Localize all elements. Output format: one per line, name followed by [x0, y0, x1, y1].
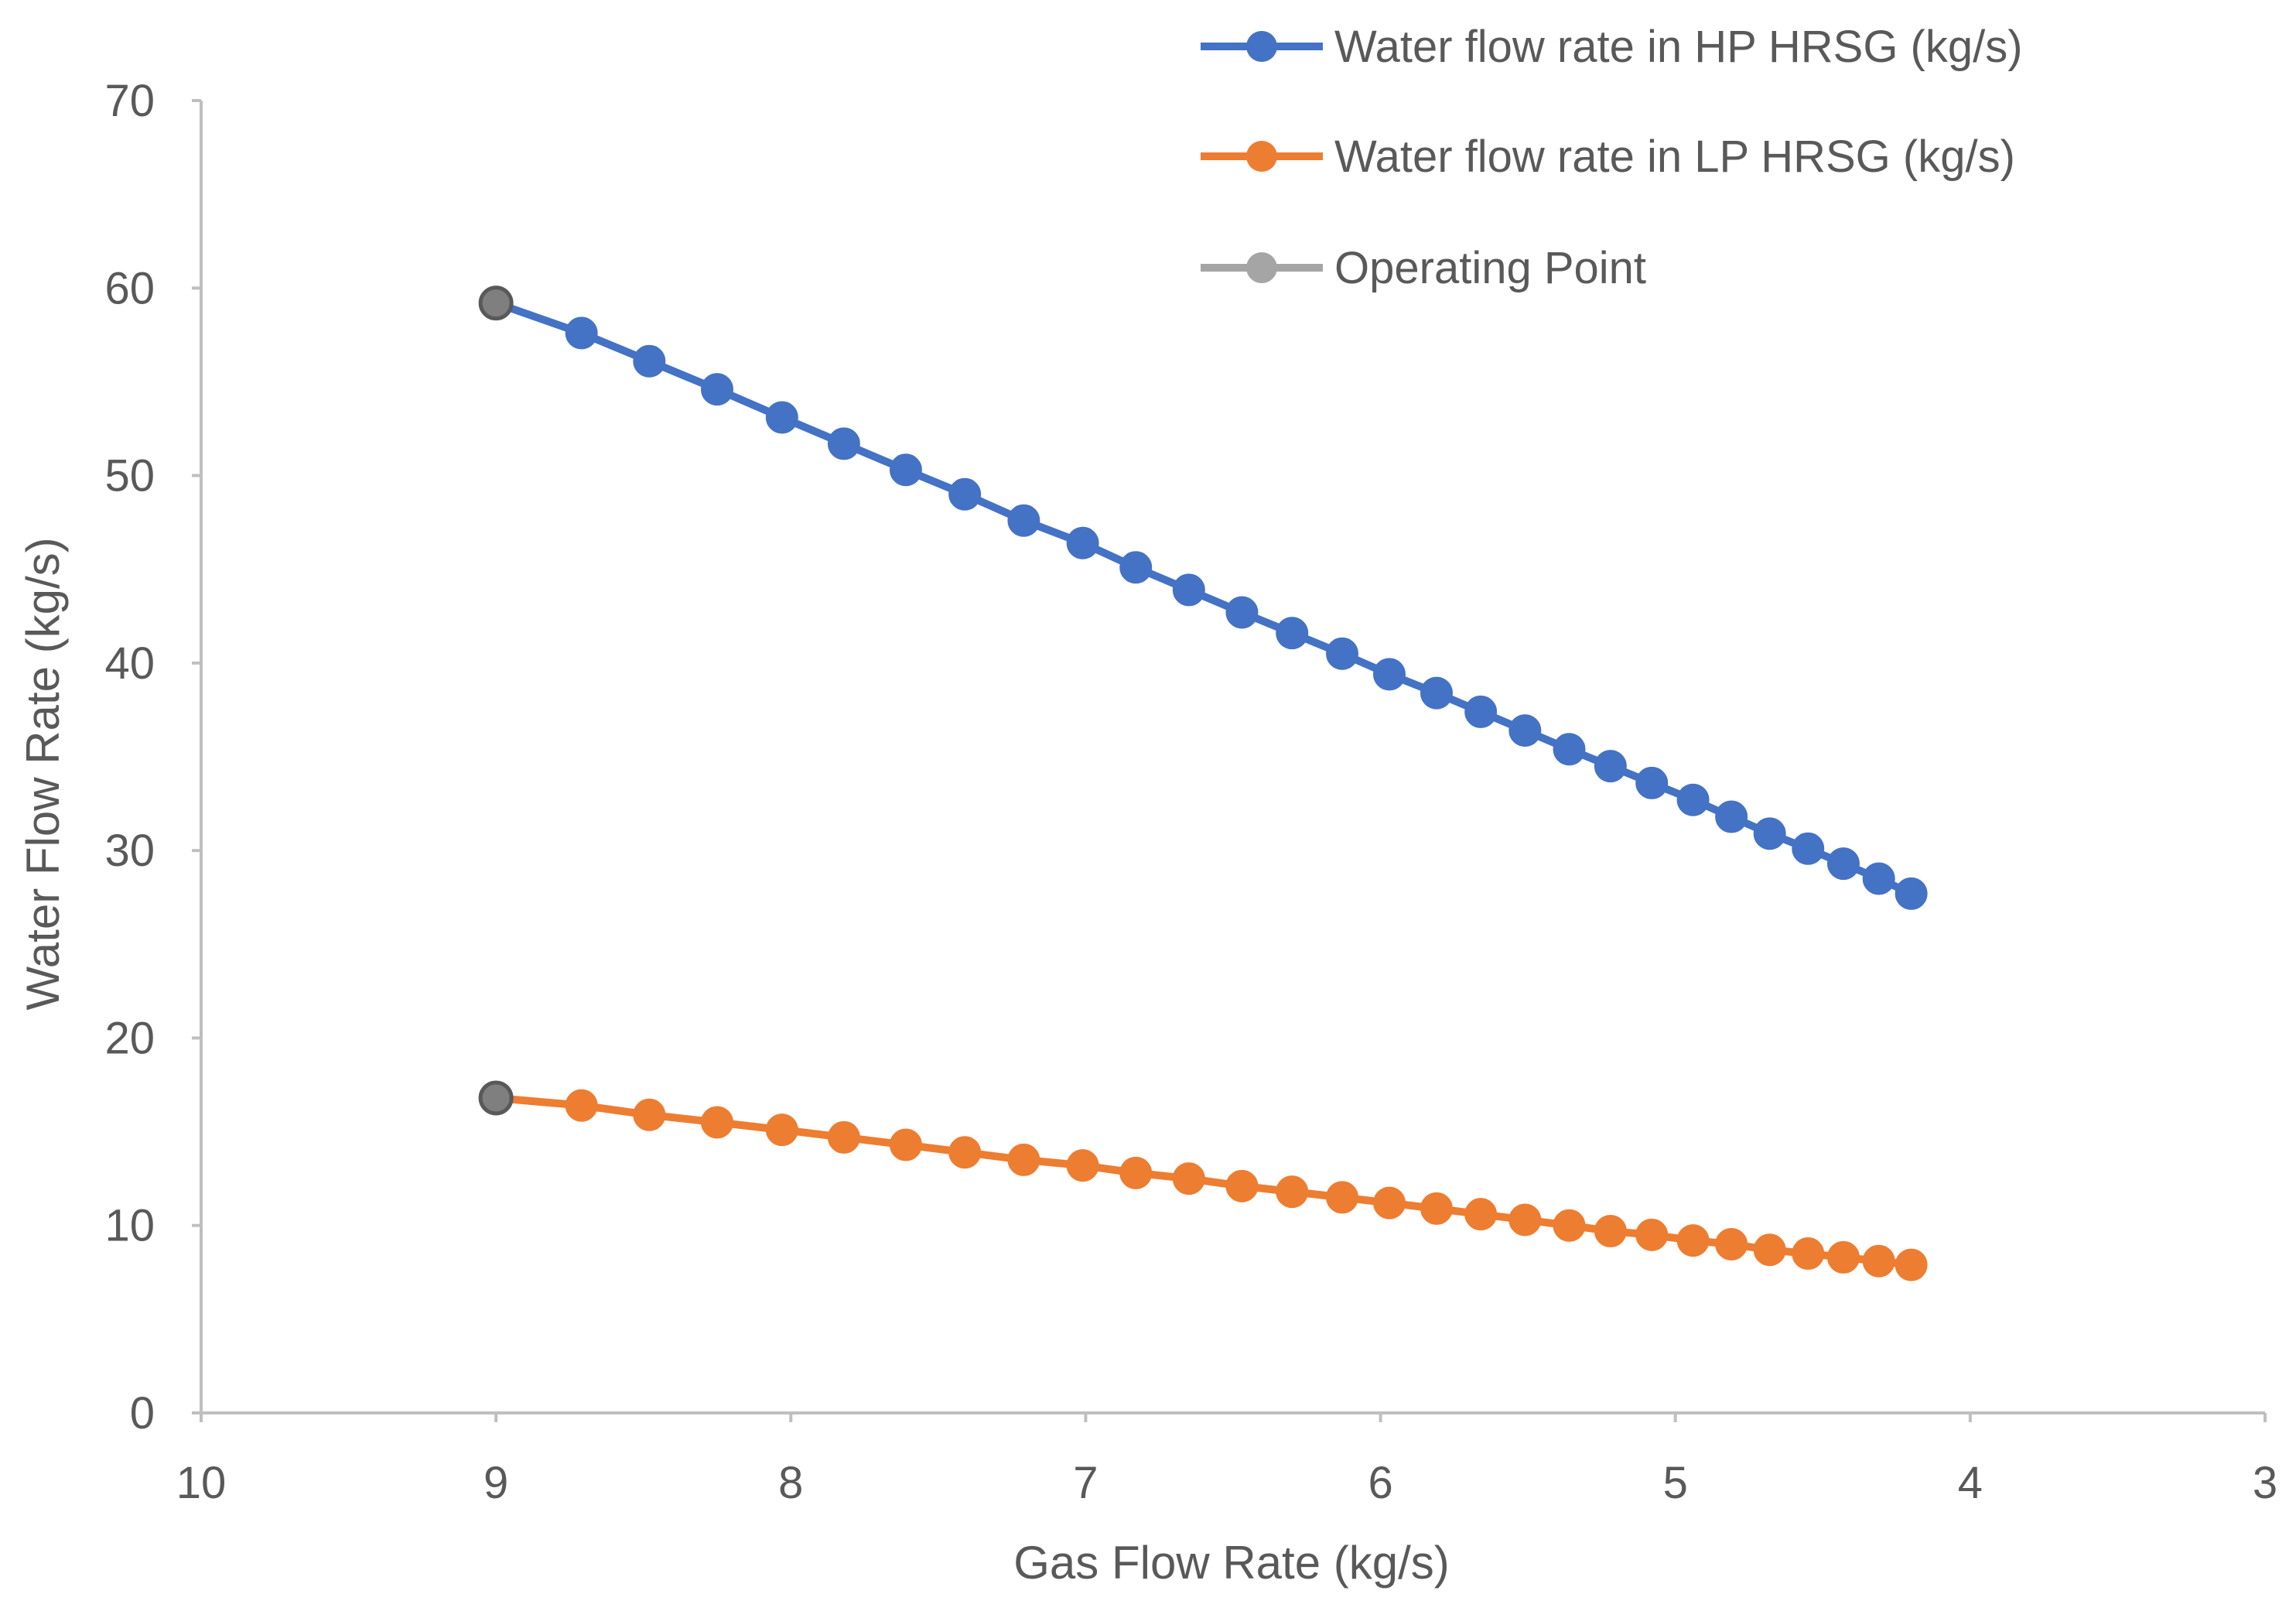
- y-tick-label: 0: [130, 1388, 155, 1438]
- data-point: [889, 1128, 922, 1161]
- legend-label: Water flow rate in HP HRSG (kg/s): [1334, 22, 2023, 72]
- x-tick-label: 8: [778, 1458, 803, 1508]
- legend-label: Water flow rate in LP HRSG (kg/s): [1334, 132, 2015, 182]
- data-point: [565, 1089, 598, 1122]
- data-point: [1895, 1248, 1928, 1281]
- series-layer: [478, 286, 1928, 1281]
- data-point: [1007, 504, 1040, 537]
- x-tick-label: 3: [2253, 1458, 2277, 1508]
- legend-marker: [1246, 141, 1277, 172]
- data-point: [1508, 714, 1542, 747]
- data-point: [1715, 1227, 1748, 1261]
- data-point: [701, 1106, 733, 1139]
- series-1: [480, 286, 1928, 910]
- x-tick-label: 10: [176, 1458, 227, 1508]
- data-point: [1792, 832, 1825, 865]
- data-point: [1553, 733, 1586, 766]
- data-point: [1373, 1186, 1406, 1219]
- legend-label: Operating Point: [1334, 243, 1646, 293]
- data-point: [1172, 573, 1205, 607]
- data-point: [1276, 617, 1309, 650]
- legend-marker: [1246, 252, 1277, 283]
- x-axis-label: Gas Flow Rate (kg/s): [1013, 1537, 1449, 1589]
- legend-item-3: Operating Point: [1201, 243, 1646, 293]
- y-tick-label: 70: [104, 76, 155, 126]
- data-point: [1715, 800, 1748, 833]
- data-point: [1895, 877, 1928, 910]
- data-point: [1225, 596, 1259, 629]
- data-point: [701, 373, 733, 406]
- data-point: [1464, 1198, 1498, 1231]
- data-point: [1676, 1224, 1710, 1257]
- data-point: [633, 344, 666, 378]
- y-tick-label: 50: [104, 451, 155, 501]
- series-3: [478, 286, 514, 1116]
- data-point: [1225, 1169, 1259, 1202]
- data-point: [1373, 658, 1406, 691]
- data-point: [1635, 766, 1669, 799]
- x-tick-label: 4: [1958, 1458, 1983, 1508]
- data-point: [1862, 862, 1895, 895]
- data-point: [1420, 676, 1453, 710]
- x-tick-label: 9: [483, 1458, 508, 1508]
- data-point: [1553, 1209, 1586, 1242]
- data-point: [1676, 783, 1710, 816]
- data-point: [1826, 847, 1860, 881]
- data-point: [1826, 1240, 1860, 1274]
- data-point: [827, 427, 860, 460]
- data-point: [1753, 817, 1786, 850]
- data-point: [1326, 1181, 1359, 1214]
- operating-point-marker: [478, 286, 514, 321]
- data-point: [1119, 551, 1153, 584]
- data-point: [1594, 1214, 1627, 1247]
- y-tick-label: 30: [104, 826, 155, 876]
- data-point: [765, 401, 798, 434]
- legend-item-2: Water flow rate in LP HRSG (kg/s): [1201, 132, 2015, 182]
- x-tick-label: 7: [1073, 1458, 1098, 1508]
- legend: Water flow rate in HP HRSG (kg/s) Water f…: [1201, 22, 2023, 293]
- axis-labels: Gas Flow Rate (kg/s) Water Flow Rate (kg…: [17, 537, 1450, 1589]
- y-axis-label: Water Flow Rate (kg/s): [17, 537, 69, 1010]
- y-tick-label: 60: [104, 263, 155, 313]
- data-point: [1066, 1149, 1099, 1182]
- data-point: [1326, 637, 1359, 670]
- data-point: [1007, 1143, 1040, 1176]
- legend-item-1: Water flow rate in HP HRSG (kg/s): [1201, 22, 2023, 72]
- data-point: [1792, 1237, 1825, 1271]
- data-point: [889, 453, 922, 487]
- y-tick-label: 10: [104, 1201, 155, 1251]
- data-point: [1172, 1162, 1205, 1196]
- data-point: [827, 1120, 860, 1154]
- series-2: [480, 1081, 1928, 1281]
- data-point: [765, 1113, 798, 1147]
- x-tick-label: 5: [1663, 1458, 1688, 1508]
- data-point: [1594, 750, 1627, 783]
- data-point: [1753, 1233, 1786, 1267]
- legend-marker: [1246, 31, 1277, 62]
- data-point: [1420, 1192, 1453, 1225]
- operating-point-marker: [478, 1080, 514, 1116]
- data-point: [633, 1098, 666, 1131]
- data-point: [1119, 1156, 1153, 1189]
- data-point: [1508, 1203, 1542, 1237]
- y-tick-label: 20: [104, 1013, 155, 1063]
- data-point: [565, 316, 598, 350]
- data-point: [948, 1136, 982, 1169]
- data-point: [948, 477, 982, 511]
- y-tick-label: 40: [104, 638, 155, 689]
- data-point: [1066, 526, 1099, 559]
- data-point: [1464, 695, 1498, 728]
- x-tick-label: 6: [1368, 1458, 1392, 1508]
- data-point: [1862, 1244, 1895, 1278]
- data-point: [1635, 1218, 1669, 1251]
- data-point: [1276, 1175, 1309, 1209]
